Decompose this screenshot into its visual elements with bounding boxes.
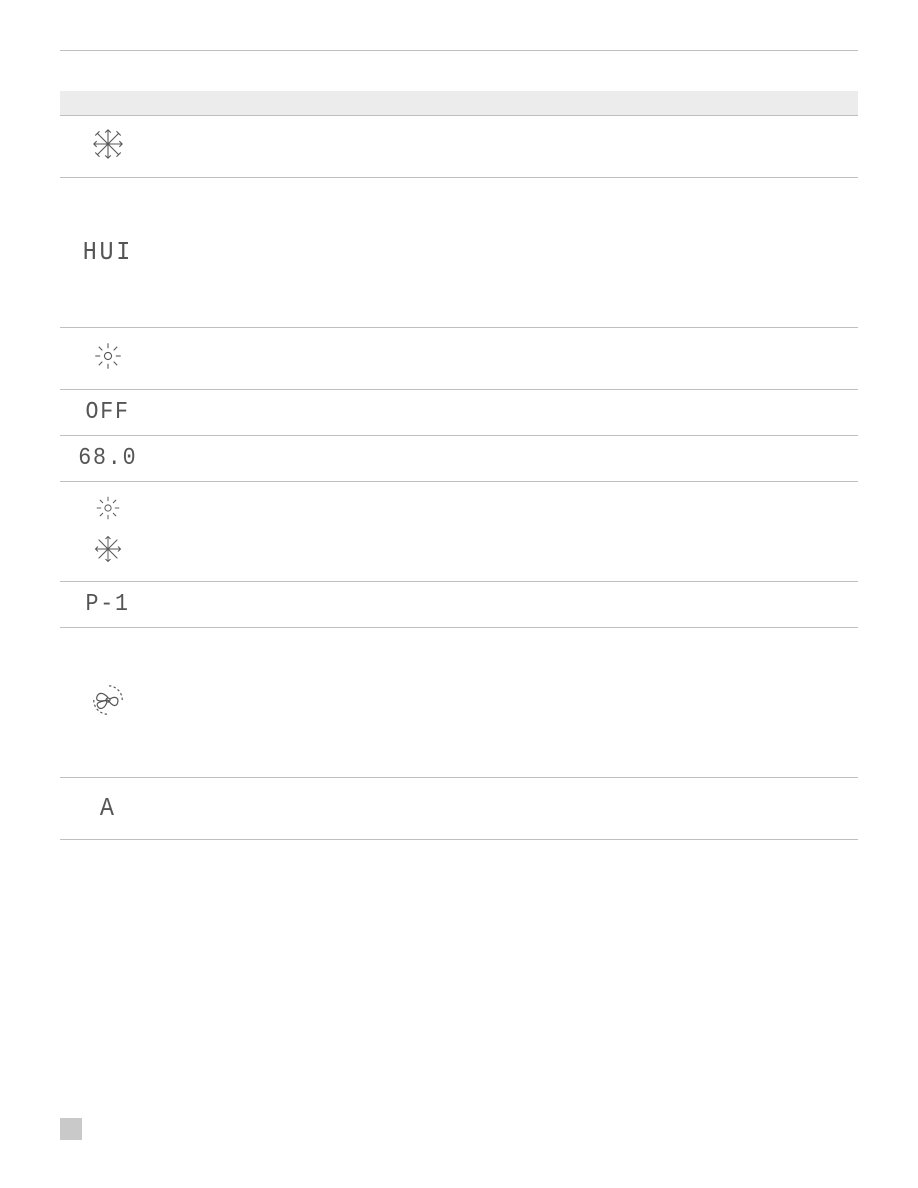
table-row <box>60 627 858 777</box>
table-row: P-1 <box>60 581 858 627</box>
row-name <box>156 627 296 777</box>
table-row <box>60 115 858 177</box>
table-row <box>60 327 858 389</box>
sun-icon <box>93 493 123 528</box>
table-row: HUI <box>60 177 858 327</box>
row-name <box>156 435 296 481</box>
row-desc <box>296 435 858 481</box>
table-row: 68.0 <box>60 435 858 481</box>
row-desc <box>296 327 858 389</box>
num-680-icon: 68.0 <box>78 445 137 472</box>
table-row <box>60 481 858 581</box>
top-divider <box>60 50 858 51</box>
snowflake-icon <box>91 148 125 165</box>
row-desc <box>296 581 858 627</box>
snowflake-icon <box>93 534 123 569</box>
row-desc <box>296 481 858 581</box>
fan-icon <box>89 706 127 723</box>
row-name <box>156 115 296 177</box>
sun-icon <box>91 360 125 377</box>
off-icon: OFF <box>86 399 130 426</box>
symbols-table: HUI <box>60 91 858 840</box>
hui-icon: HUI <box>83 237 133 267</box>
header-name <box>156 91 296 115</box>
row-desc <box>296 389 858 435</box>
letter-a-icon: A <box>100 793 117 823</box>
table-header-row <box>60 91 858 115</box>
p-1-icon: P-1 <box>86 591 130 618</box>
row-desc <box>296 777 858 839</box>
row-desc <box>296 177 858 327</box>
row-name <box>156 177 296 327</box>
row-desc <box>296 115 858 177</box>
row-name <box>156 389 296 435</box>
row-desc <box>296 627 858 777</box>
table-row: A <box>60 777 858 839</box>
table-row: OFF <box>60 389 858 435</box>
page-number-box <box>60 1118 82 1140</box>
row-name <box>156 481 296 581</box>
row-name <box>156 327 296 389</box>
header-desc <box>296 91 858 115</box>
row-name <box>156 777 296 839</box>
row-name <box>156 581 296 627</box>
header-icon <box>60 91 156 115</box>
